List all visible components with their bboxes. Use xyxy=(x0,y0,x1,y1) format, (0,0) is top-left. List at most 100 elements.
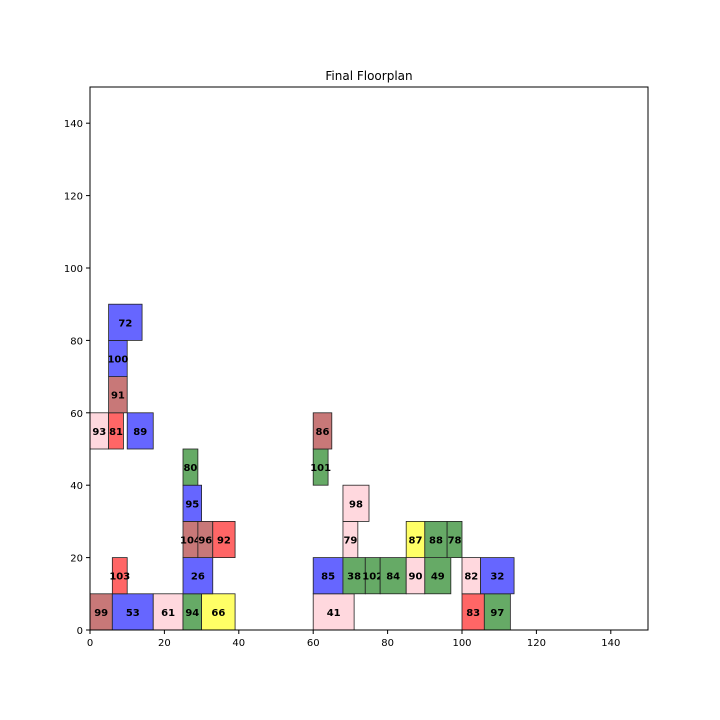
x-tick-label: 0 xyxy=(87,638,93,649)
block-49: 49 xyxy=(424,557,452,595)
block-rect xyxy=(480,557,515,595)
x-tick-label: 20 xyxy=(158,638,171,649)
block-rect xyxy=(379,557,407,595)
block-32: 32 xyxy=(480,557,515,595)
block-101: 101 xyxy=(310,448,331,486)
block-53: 53 xyxy=(111,593,154,631)
block-61: 61 xyxy=(152,593,184,631)
block-79: 79 xyxy=(342,521,359,559)
block-92: 92 xyxy=(212,521,236,559)
block-rect xyxy=(342,484,370,522)
block-rect xyxy=(182,557,214,595)
block-label: 88 xyxy=(429,536,443,547)
block-label: 49 xyxy=(431,572,445,583)
block-41: 41 xyxy=(312,593,355,631)
block-rect xyxy=(126,412,154,450)
block-82: 82 xyxy=(461,557,482,595)
block-93: 93 xyxy=(89,412,110,450)
y-tick-label: 0 xyxy=(77,626,83,637)
block-label: 81 xyxy=(109,427,123,438)
y-tick-label: 60 xyxy=(70,409,83,420)
block-label: 61 xyxy=(161,608,175,619)
y-tick-label: 40 xyxy=(70,481,83,492)
block-98: 98 xyxy=(342,484,370,522)
block-label: 99 xyxy=(94,608,108,619)
block-label: 86 xyxy=(316,427,330,438)
block-label: 91 xyxy=(111,391,125,402)
block-87: 87 xyxy=(405,521,426,559)
block-label: 38 xyxy=(347,572,361,583)
x-tick-label: 40 xyxy=(232,638,245,649)
block-83: 83 xyxy=(461,593,485,631)
block-label: 83 xyxy=(466,608,480,619)
x-tick-label: 60 xyxy=(307,638,320,649)
block-66: 66 xyxy=(201,593,236,631)
block-label: 96 xyxy=(198,536,212,547)
block-label: 93 xyxy=(92,427,106,438)
block-96: 96 xyxy=(197,521,214,559)
block-91: 91 xyxy=(108,376,128,414)
block-85: 85 xyxy=(312,557,344,595)
y-tick-label: 20 xyxy=(70,554,83,565)
block-label: 80 xyxy=(183,463,197,474)
block-rect xyxy=(152,593,184,631)
block-90: 90 xyxy=(405,557,426,595)
block-label: 78 xyxy=(448,536,462,547)
block-label: 104 xyxy=(180,536,201,547)
block-rect xyxy=(182,448,199,486)
block-label: 100 xyxy=(107,355,128,366)
block-95: 95 xyxy=(182,484,203,522)
ticks-layer: 0 20 40 60 80 100 120 140 0 20 40 60 80 100 120 140 xyxy=(64,119,620,649)
block-label: 79 xyxy=(343,536,357,547)
block-rect xyxy=(483,593,511,631)
block-97: 97 xyxy=(483,593,511,631)
block-rect xyxy=(108,303,143,341)
block-label: 98 xyxy=(349,499,363,510)
block-103: 103 xyxy=(109,557,130,595)
block-label: 95 xyxy=(185,499,199,510)
block-label: 97 xyxy=(490,608,504,619)
block-label: 102 xyxy=(362,572,383,583)
block-label: 85 xyxy=(321,572,335,583)
block-label: 103 xyxy=(109,572,130,583)
block-99: 99 xyxy=(89,593,113,631)
block-label: 94 xyxy=(185,608,199,619)
block-label: 84 xyxy=(386,572,400,583)
block-label: 90 xyxy=(409,572,423,583)
block-80: 80 xyxy=(182,448,199,486)
axes-frame xyxy=(89,86,649,631)
chart-title: Final Floorplan xyxy=(325,69,412,83)
block-100: 100 xyxy=(107,339,128,377)
block-label: 82 xyxy=(464,572,478,583)
block-rect xyxy=(111,557,128,595)
block-label: 32 xyxy=(490,572,504,583)
block-label: 72 xyxy=(118,318,132,329)
y-tick-label: 120 xyxy=(64,192,83,203)
block-86: 86 xyxy=(312,412,333,450)
block-rect xyxy=(111,593,154,631)
block-88: 88 xyxy=(424,521,448,559)
block-72: 72 xyxy=(108,303,143,341)
y-tick-label: 140 xyxy=(64,119,83,130)
block-78: 78 xyxy=(446,521,463,559)
block-label: 87 xyxy=(409,536,423,547)
block-rect xyxy=(446,521,463,559)
y-tick-label: 100 xyxy=(64,264,83,275)
y-tick-label: 80 xyxy=(70,336,83,347)
block-rect xyxy=(201,593,236,631)
block-rect xyxy=(212,521,236,559)
block-label: 89 xyxy=(133,427,147,438)
x-tick-label: 140 xyxy=(601,638,620,649)
block-label: 41 xyxy=(327,608,341,619)
block-84: 84 xyxy=(379,557,407,595)
block-89: 89 xyxy=(126,412,154,450)
block-rect xyxy=(312,412,333,450)
block-rect xyxy=(312,593,355,631)
block-label: 92 xyxy=(217,536,231,547)
block-label: 53 xyxy=(126,608,140,619)
block-94: 94 xyxy=(182,593,203,631)
x-tick-label: 100 xyxy=(452,638,471,649)
